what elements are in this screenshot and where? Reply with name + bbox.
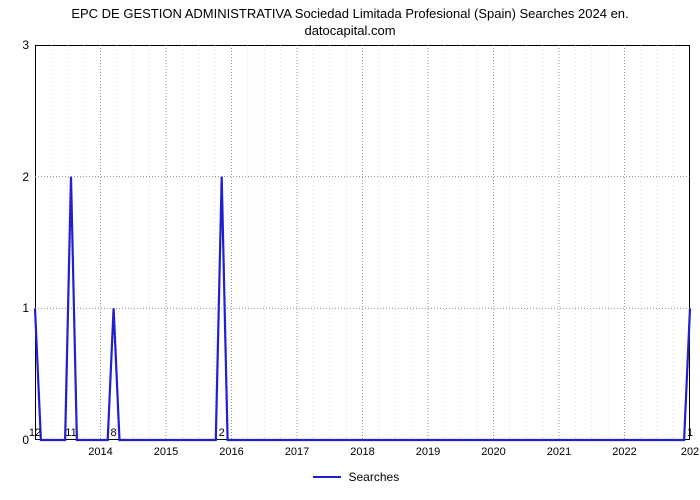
y-tick-label: 0 — [13, 433, 29, 447]
data-point-label: 2 — [219, 427, 225, 439]
y-tick-label: 2 — [13, 170, 29, 184]
data-point-label: 12 — [29, 427, 41, 439]
chart-container: { "chart": { "type": "line-spike", "titl… — [0, 0, 700, 500]
x-tick-label: 2015 — [154, 446, 178, 458]
x-tick-label: 2018 — [350, 446, 374, 458]
x-tick-label: 2016 — [219, 446, 243, 458]
legend-label: Searches — [349, 470, 400, 484]
x-tick-label: 2022 — [612, 446, 636, 458]
x-tick-label: 2014 — [88, 446, 112, 458]
data-point-label: 8 — [111, 427, 117, 439]
x-tick-label: 2019 — [416, 446, 440, 458]
x-tick-label: 2017 — [285, 446, 309, 458]
data-point-label: 1 — [687, 427, 693, 439]
data-point-label: 11 — [65, 427, 76, 439]
y-tick-label: 1 — [13, 301, 29, 315]
x-tick-label: 2021 — [547, 446, 571, 458]
x-tick-label-end: 202 — [681, 446, 699, 458]
chart-svg — [0, 0, 700, 500]
legend-swatch — [313, 476, 341, 478]
x-tick-label: 2020 — [481, 446, 505, 458]
y-tick-label: 3 — [13, 38, 29, 52]
